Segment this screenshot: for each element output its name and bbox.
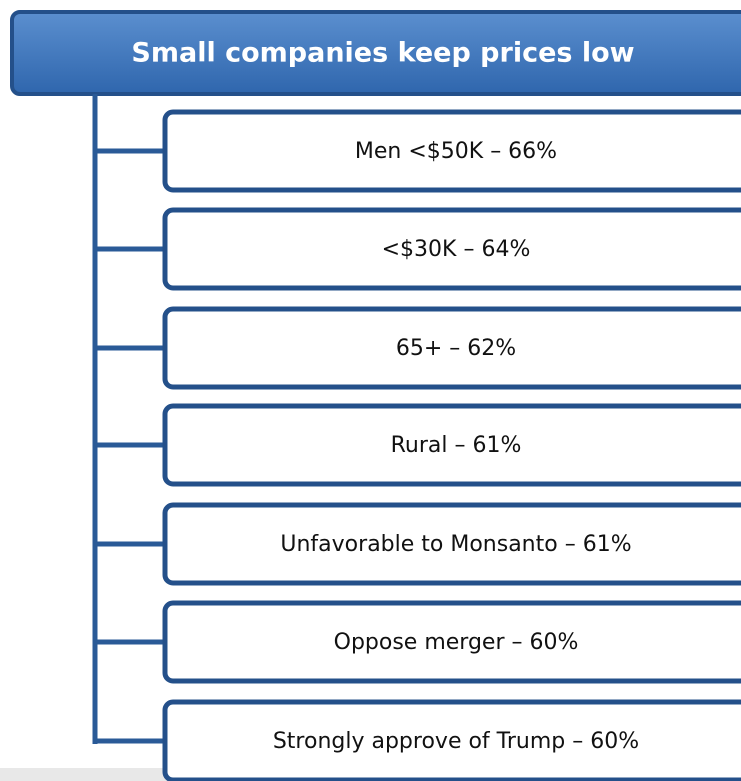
node-box bbox=[162, 502, 741, 586]
node-label: Rural – 61% bbox=[391, 433, 522, 458]
node-label: Unfavorable to Monsanto – 61% bbox=[280, 532, 631, 557]
node-box bbox=[162, 699, 741, 781]
node-label: <$30K – 64% bbox=[382, 237, 531, 262]
node-box bbox=[162, 600, 741, 684]
node-box bbox=[162, 207, 741, 291]
node-label: Men <$50K – 66% bbox=[355, 139, 557, 164]
node-label: 65+ – 62% bbox=[396, 336, 516, 361]
header-box bbox=[10, 10, 741, 96]
node-box bbox=[162, 403, 741, 487]
node-box bbox=[162, 109, 741, 193]
node-list: Men <$50K – 66% <$30K – 64% 65+ – 62% Rural… bbox=[95, 109, 741, 781]
node-label: Strongly approve of Trump – 60% bbox=[273, 729, 639, 754]
node-box bbox=[162, 306, 741, 390]
node-label: Oppose merger – 60% bbox=[334, 630, 579, 655]
header-title: Small companies keep prices low bbox=[131, 38, 634, 69]
